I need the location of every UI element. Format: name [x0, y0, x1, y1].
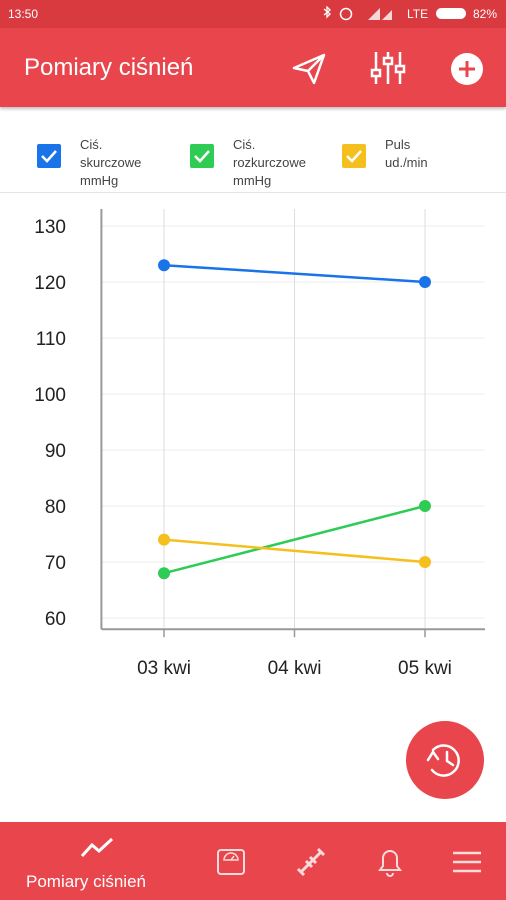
nav-chart-icon[interactable]: [80, 836, 114, 860]
y-tick-label: 90: [45, 441, 66, 462]
y-tick-label: 70: [45, 553, 66, 574]
battery-icon: [436, 8, 466, 19]
data-point: [158, 259, 171, 272]
data-point: [418, 500, 431, 512]
checkmark: [346, 150, 362, 163]
data-point: [158, 533, 171, 546]
legend-label: Ciś. skurczowe mmHg: [80, 137, 142, 188]
fab-button[interactable]: [406, 721, 484, 799]
x-tick-label: 03 kwi: [137, 658, 191, 679]
checkmark: [41, 150, 57, 163]
filter-button[interactable]: [368, 48, 408, 88]
data-point: [418, 276, 431, 288]
y-tick-label: 110: [36, 329, 66, 350]
x-tick-label: 05 kwi: [398, 658, 452, 679]
network-type: LTE: [407, 7, 429, 21]
send-button[interactable]: [290, 50, 330, 86]
status-icons: [323, 6, 392, 21]
series-line: [163, 538, 426, 564]
app-title: Pomiary ciśnień: [24, 54, 194, 81]
clock: 13:50: [8, 7, 39, 21]
add-button[interactable]: [450, 52, 484, 86]
y-tick-label: 100: [34, 385, 66, 406]
nav-bell-icon[interactable]: [376, 846, 404, 878]
nav-menu-icon[interactable]: [452, 850, 482, 874]
status-bar: 13:50 LTE 82%: [0, 0, 506, 28]
x-tick-label: 04 kwi: [268, 658, 322, 679]
nav-dumbbell-icon[interactable]: [295, 846, 327, 878]
y-tick-label: 120: [34, 273, 66, 294]
legend-checkbox[interactable]: [37, 144, 61, 168]
battery-level: 82%: [473, 7, 498, 21]
y-tick-label: 80: [45, 497, 66, 518]
data-point: [158, 567, 171, 580]
legend-checkbox[interactable]: [190, 144, 214, 168]
nav-scale-icon[interactable]: [216, 848, 246, 876]
app-bar: Pomiary ciśnień: [0, 28, 506, 107]
bottom-nav: Pomiary ciśnień: [0, 822, 506, 900]
checkmark: [194, 150, 210, 163]
legend: Ciś. skurczowe mmHg Ciś. rozkurczowe mmHg…: [0, 107, 506, 193]
y-tick-label: 130: [34, 217, 66, 238]
nav-label[interactable]: Pomiary ciśnień: [26, 872, 146, 891]
legend-label: Puls ud./min: [385, 137, 428, 170]
fab-icon: [426, 744, 460, 777]
y-tick-label: 60: [45, 609, 66, 630]
legend-label: Ciś. rozkurczowe mmHg: [233, 137, 306, 188]
legend-checkbox[interactable]: [342, 144, 366, 168]
data-point: [418, 556, 431, 568]
series-line: [163, 263, 426, 284]
series-line: [163, 504, 426, 575]
